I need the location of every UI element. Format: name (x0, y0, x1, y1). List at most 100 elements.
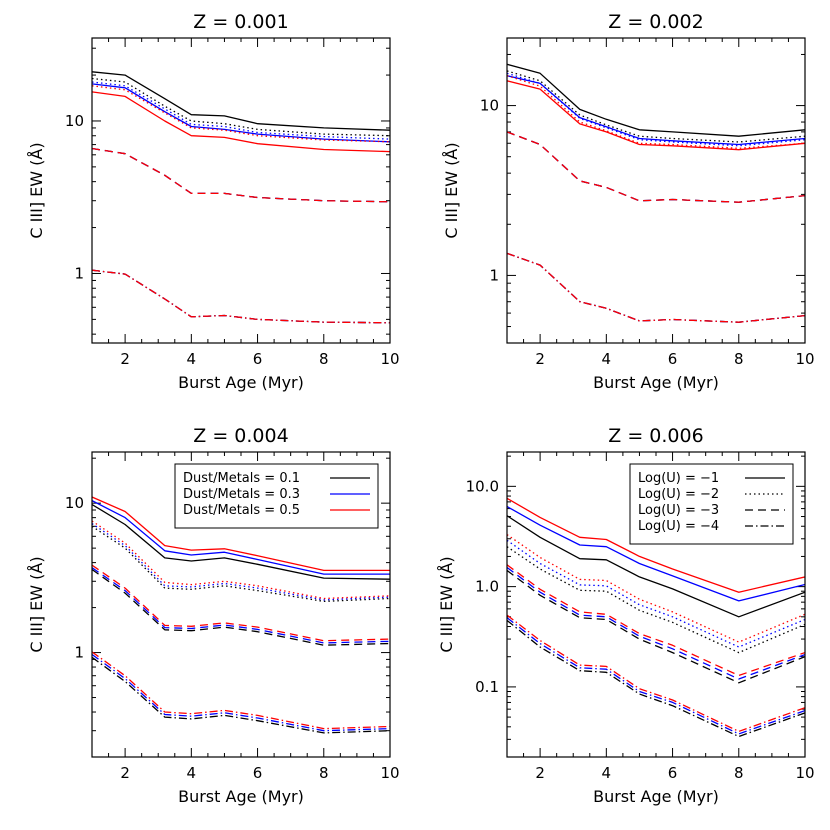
x-tick-label: 4 (187, 350, 197, 368)
series-line-dust0.1-logU-3 (92, 147, 390, 203)
series-line-dust0.1-logU-1 (92, 503, 390, 580)
panel-3: Z = 0.004 Burst Age (Myr) C III] EW (Å) 2 4 6… (27, 425, 400, 806)
y-axis-label: C III] EW (Å) (27, 142, 46, 238)
series-line-dust0.5-logU-4 (507, 614, 805, 733)
series-line-dust0.3-logU-3 (507, 566, 805, 680)
legend-box (629, 463, 794, 545)
y-tick-label: 0.1 (475, 678, 499, 696)
y-tick-label: 1 (74, 644, 84, 662)
series-line-dust0.5-logU-1 (92, 91, 390, 153)
y-tick-label: 10 (65, 112, 84, 130)
series-line-dust0.3-logU-1 (507, 75, 805, 146)
series-line-dust0.5-logU-4 (92, 651, 390, 730)
legend-label: Log(U) = −1 (638, 471, 719, 486)
x-tick-label: 10 (795, 350, 814, 368)
series-line-dust0.1-logU-2 (507, 70, 805, 143)
chart-title: Z = 0.002 (608, 11, 703, 33)
plot-frame (506, 37, 806, 344)
series-line-dust0.5-logU-3 (92, 147, 390, 203)
x-tick-label: 4 (602, 764, 612, 782)
y-tick-label: 10 (65, 494, 84, 512)
plot-frame (506, 451, 806, 758)
legend-label: Log(U) = −3 (638, 503, 719, 518)
series-line-dust0.1-logU-2 (92, 77, 390, 137)
series-line-dust0.3-logU-4 (92, 269, 390, 324)
legend-label: Dust/Metals = 0.3 (183, 487, 300, 502)
series-line-dust0.5-logU-2 (507, 534, 805, 643)
series-line-dust0.3-logU-3 (92, 567, 390, 644)
y-axis-label: C III] EW (Å) (442, 142, 461, 238)
series-line-dust0.5-logU-4 (507, 252, 805, 323)
series-line-dust0.1-logU-2 (507, 546, 805, 654)
x-tick-label: 4 (187, 764, 197, 782)
series-line-dust0.3-logU-1 (92, 83, 390, 143)
plot-frame (91, 37, 391, 344)
series-line-dust0.5-logU-2 (92, 85, 390, 143)
x-tick-label: 8 (319, 764, 329, 782)
series-line-dust0.1-logU-1 (507, 515, 805, 618)
chart-title: Z = 0.006 (608, 425, 703, 447)
series-group (507, 497, 805, 738)
y-tick-label: 1 (489, 266, 499, 284)
series-line-dust0.1-logU-3 (507, 569, 805, 684)
x-axis-label: Burst Age (Myr) (593, 373, 719, 392)
legend-box (174, 463, 379, 529)
legend-label: Log(U) = −2 (638, 487, 719, 502)
series-line-dust0.5-logU-1 (507, 80, 805, 151)
series-line-dust0.3-logU-3 (92, 147, 390, 203)
series-line-dust0.1-logU-4 (92, 656, 390, 734)
x-tick-label: 2 (120, 764, 130, 782)
legend-label: Dust/Metals = 0.5 (183, 503, 300, 518)
x-tick-label: 6 (253, 764, 263, 782)
x-tick-label: 2 (535, 764, 545, 782)
series-line-dust0.1-logU-4 (92, 269, 390, 324)
series-line-dust0.3-logU-4 (507, 252, 805, 323)
series-line-dust0.1-logU-1 (92, 71, 390, 131)
x-axis-label: Burst Age (Myr) (178, 373, 304, 392)
series-group (507, 63, 805, 323)
series-line-dust0.5-logU-2 (507, 75, 805, 149)
series-line-dust0.5-logU-1 (507, 497, 805, 593)
x-axis-label: Burst Age (Myr) (593, 787, 719, 806)
x-tick-label: 2 (535, 350, 545, 368)
panel-2: Z = 0.002 Burst Age (Myr) C III] EW (Å) 2 4 6… (442, 11, 815, 392)
series-line-dust0.3-logU-4 (92, 653, 390, 732)
series-line-dust0.3-logU-2 (507, 539, 805, 648)
series-line-dust0.3-logU-1 (507, 505, 805, 602)
series-group (92, 71, 390, 324)
series-line-dust0.3-logU-2 (507, 72, 805, 147)
series-line-dust0.3-logU-4 (507, 617, 805, 735)
legend-label: Dust/Metals = 0.1 (183, 471, 300, 486)
x-tick-label: 4 (602, 350, 612, 368)
x-tick-label: 8 (734, 764, 744, 782)
series-line-dust0.3-logU-1 (92, 500, 390, 575)
x-tick-label: 8 (734, 350, 744, 368)
x-tick-label: 10 (795, 764, 814, 782)
legend-label: Log(U) = −4 (638, 519, 719, 534)
panel-4: Z = 0.006 Burst Age (Myr) C III] EW (Å) 2 4 6… (437, 425, 815, 806)
y-tick-label: 10.0 (466, 477, 499, 495)
series-line-dust0.1-logU-1 (507, 63, 805, 137)
series-line-dust0.5-logU-1 (92, 496, 390, 572)
chart-title: Z = 0.004 (193, 425, 288, 447)
y-tick-label: 10 (480, 97, 499, 115)
y-tick-label: 1 (74, 264, 84, 282)
chart-title: Z = 0.001 (193, 11, 288, 33)
series-line-dust0.5-logU-3 (507, 131, 805, 203)
y-tick-label: 1.0 (475, 578, 499, 596)
x-tick-label: 8 (319, 350, 329, 368)
x-tick-label: 10 (380, 350, 399, 368)
x-tick-label: 6 (668, 764, 678, 782)
series-line-dust0.1-logU-2 (92, 525, 390, 603)
series-line-dust0.5-logU-3 (92, 564, 390, 642)
x-tick-label: 6 (253, 350, 263, 368)
series-line-dust0.3-logU-2 (92, 81, 390, 140)
series-line-dust0.1-logU-4 (507, 619, 805, 738)
y-axis-label: C III] EW (Å) (437, 556, 456, 652)
plot-frame (91, 451, 391, 758)
y-axis-label: C III] EW (Å) (27, 556, 46, 652)
series-line-dust0.5-logU-3 (507, 564, 805, 677)
